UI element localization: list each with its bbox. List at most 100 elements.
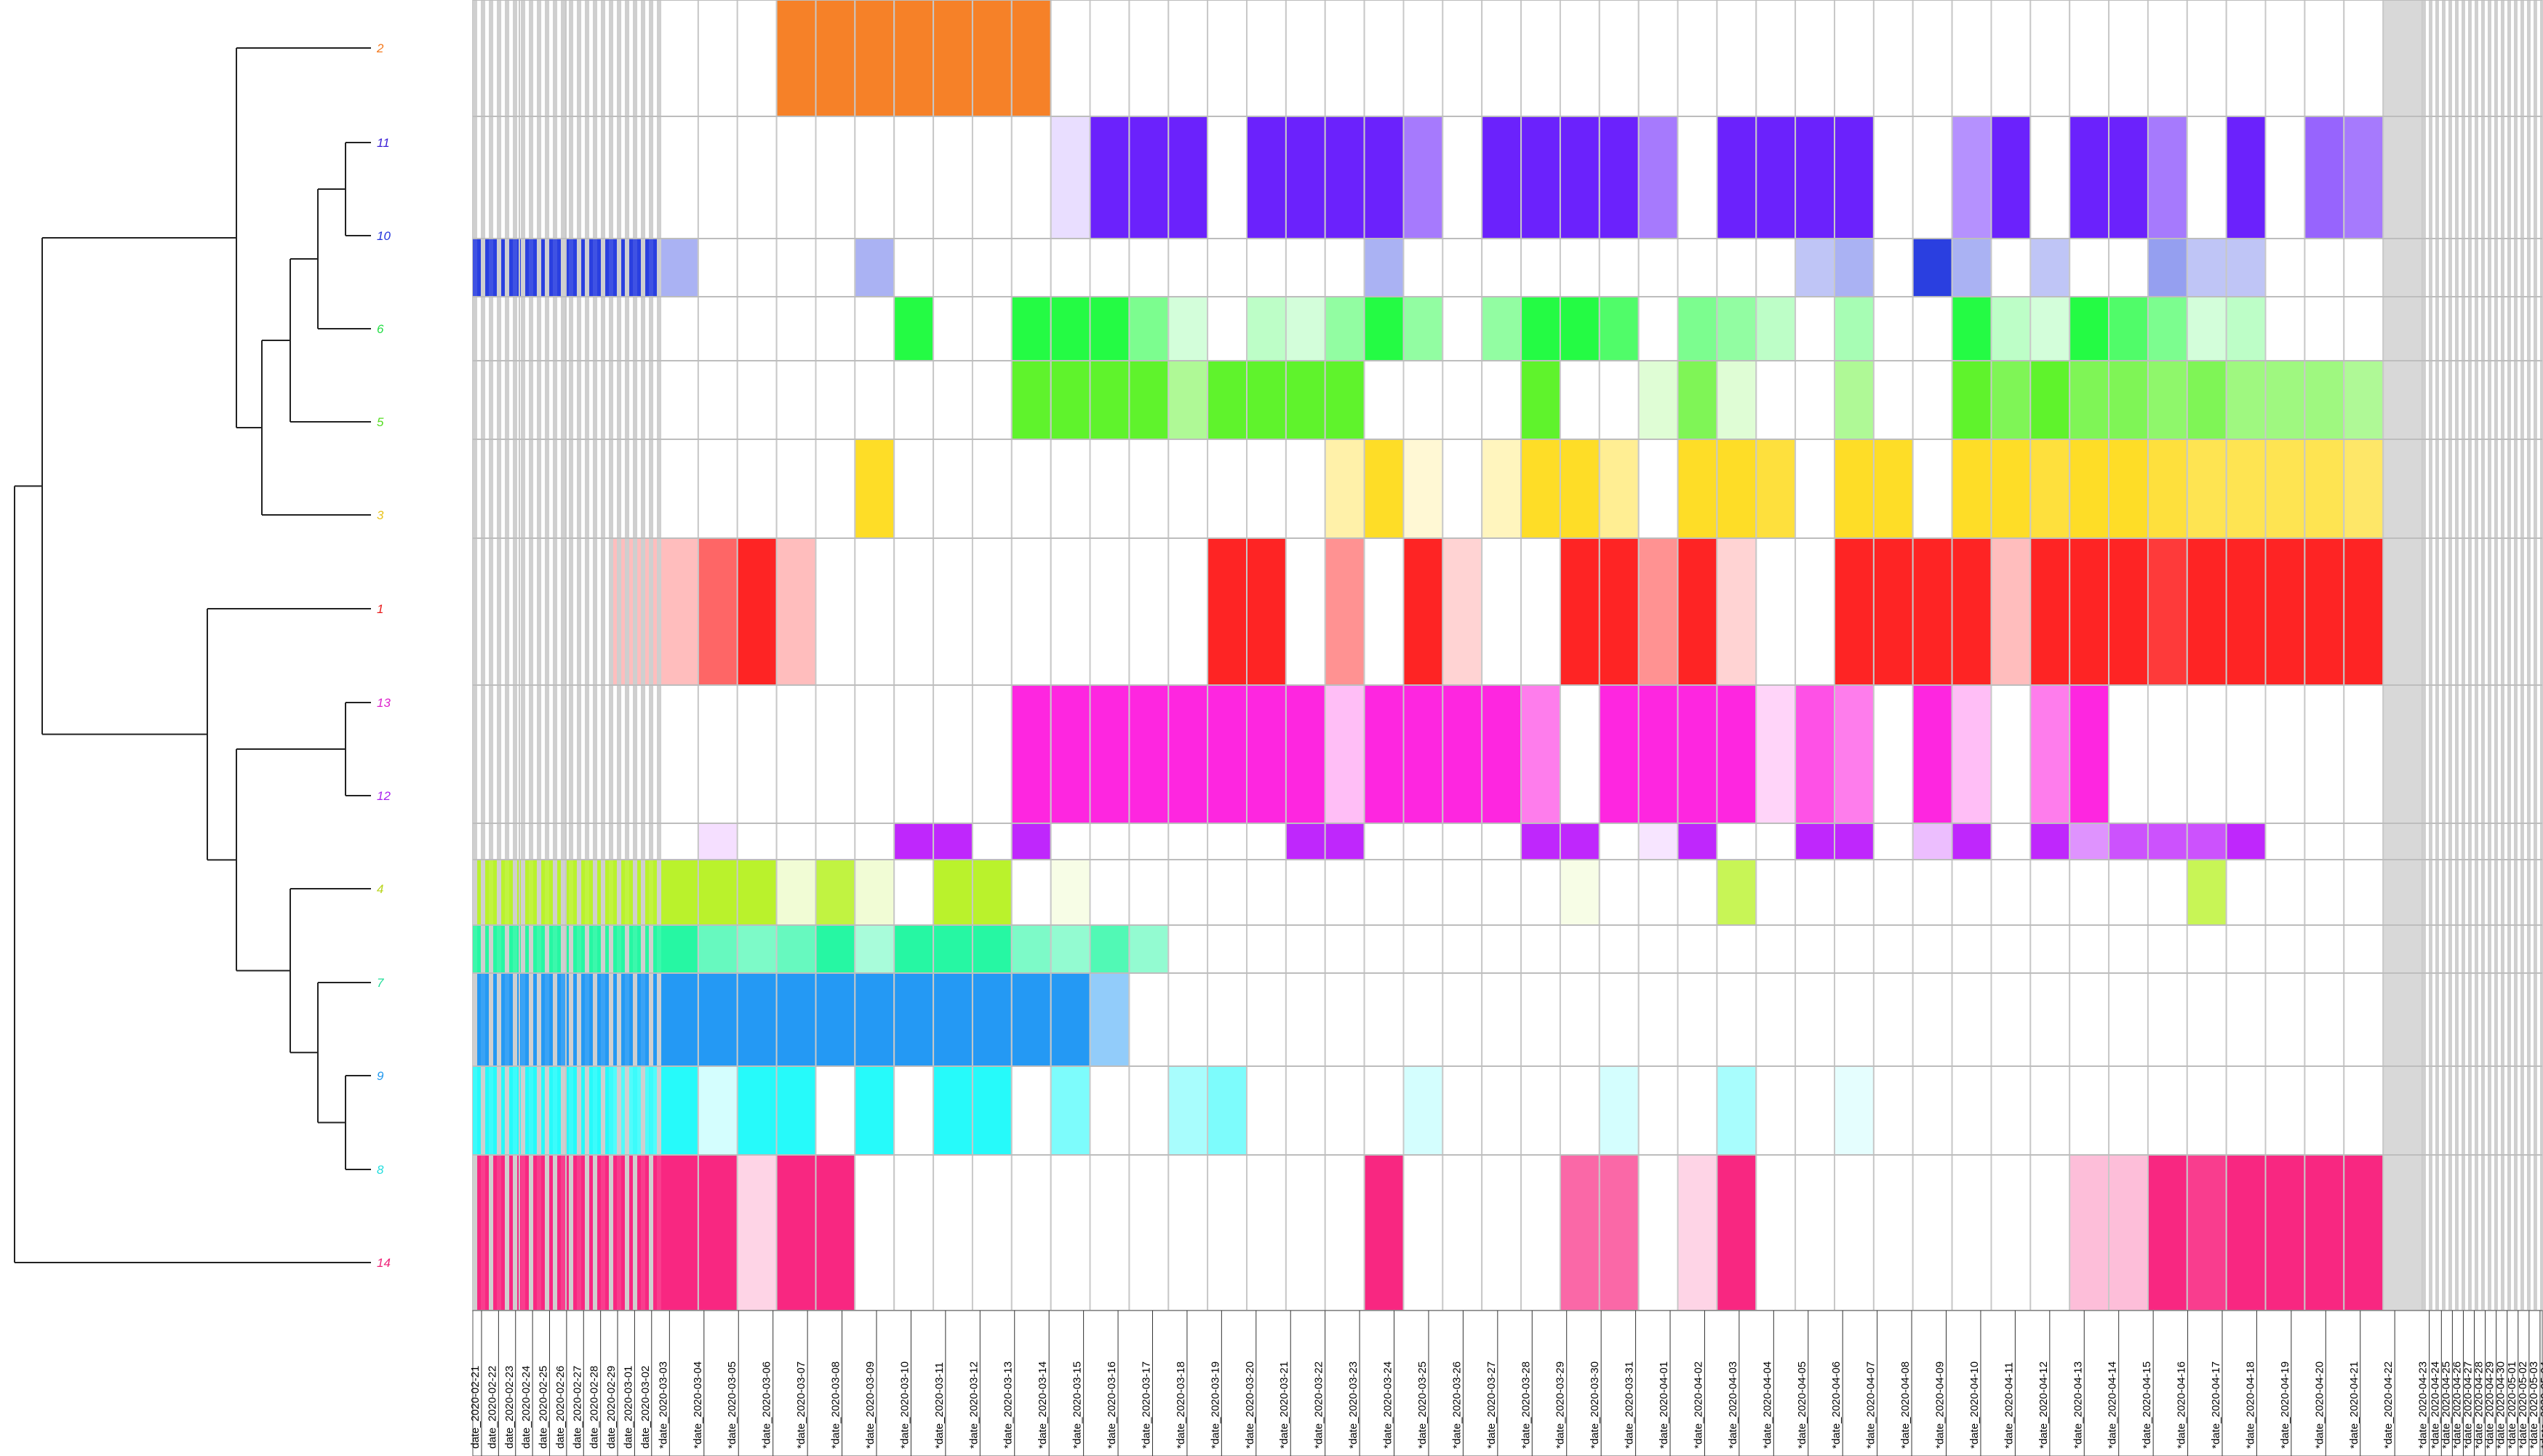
heatmap-cell [1167,296,1209,361]
heatmap-strip [553,361,558,439]
heatmap-cell [2343,1154,2384,1311]
heatmap-strip [657,116,662,239]
heatmap-cell [1598,1154,1640,1311]
heatmap-strip [545,361,550,439]
heatmap-cell [1990,0,2032,117]
heatmap-cell [472,1154,520,1311]
heatmap-strip [2527,297,2531,361]
heatmap-strip [2488,823,2491,860]
heatmap-strip [2481,925,2485,973]
heatmap-strip [601,1066,606,1155]
heatmap-cell [1872,0,1914,117]
heatmap-cell [1912,439,1953,539]
heatmap-cell [1990,823,2032,860]
heatmap-strip [2534,538,2537,685]
column-label: date_2020-02-25 [538,1366,550,1449]
heatmap-cell [1402,0,1444,117]
heatmap-strip [2442,1155,2446,1311]
heatmap-cell [2304,537,2345,686]
heatmap-strip [513,239,518,297]
heatmap-cell [1990,360,2032,440]
heatmap-strip [537,973,542,1066]
heatmap-strip [505,1066,510,1155]
heatmap-cell [1520,859,1562,926]
heatmap-strip [553,116,558,239]
heatmap-cell [2225,360,2267,440]
heatmap-cell [893,823,935,860]
column-label: date_2020-02-21 [469,1366,482,1449]
heatmap-strip [641,439,646,538]
heatmap-strip [585,925,590,973]
heatmap-cell [2029,537,2071,686]
heatmap-strip [521,685,526,823]
heatmap-strip [2540,439,2543,538]
heatmap-strip [585,823,590,860]
heatmap-cell [1677,924,1718,974]
heatmap-strip [2507,973,2511,1066]
heatmap-cell [1442,439,1483,539]
heatmap-strip [481,973,486,1066]
heatmap-cell [1363,972,1405,1067]
heatmap-cell [1951,296,1992,361]
column-label: *date_2020-04-18 [2244,1361,2256,1449]
heatmap-cell [2108,972,2149,1067]
heatmap-strip [2468,860,2472,925]
heatmap-strip [521,860,526,925]
heatmap-cell [1912,537,1953,686]
column-label: date_2020-02-24 [520,1366,532,1449]
heatmap-strip [537,116,542,239]
heatmap-cell [1990,684,2032,824]
heatmap-cell [971,924,1013,974]
heatmap-strip [489,361,494,439]
heatmap-strip [2501,685,2504,823]
heatmap-cell [933,296,973,361]
heatmap-strip [2488,1066,2491,1155]
heatmap-strip [625,925,630,973]
heatmap-cell [1598,823,1640,860]
heatmap-strip [2429,973,2432,1066]
heatmap-strip [481,0,486,116]
heatmap-cell [1912,360,1953,440]
heatmap-cell [658,296,699,361]
heatmap-cell [1872,439,1914,539]
heatmap-strip [657,361,662,439]
heatmap-strip [577,685,582,823]
heatmap-cell [1755,859,1797,926]
heatmap-cell [775,1065,817,1156]
heatmap-cell [1010,360,1052,440]
heatmap-cell [1481,859,1522,926]
heatmap-cell [2029,972,2071,1067]
heatmap-strip [641,1066,646,1155]
dendrogram-leaf-label: 3 [377,508,384,522]
heatmap-cell [1481,1154,1522,1311]
heatmap-cell [1520,924,1562,974]
heatmap-cell [2343,823,2384,860]
heatmap-cell [854,684,895,824]
heatmap-strip [2422,1155,2426,1311]
heatmap-strip [2468,239,2472,297]
heatmap-strip [577,538,582,685]
heatmap-cell [1520,0,1562,117]
heatmap-strip [625,1155,630,1311]
heatmap-strip [593,1066,598,1155]
heatmap-cell [2225,1065,2267,1156]
heatmap-cell [1246,0,1287,117]
heatmap-cell [2069,0,2110,117]
heatmap-cell [1755,972,1797,1067]
heatmap-strip [633,361,638,439]
heatmap-strip [2488,439,2491,538]
heatmap-strip [553,239,558,297]
heatmap-strip [625,860,630,925]
heatmap-cell [1207,1154,1247,1311]
heatmap-cell [1481,439,1522,539]
heatmap-strip [513,1066,518,1155]
heatmap-strip [2429,361,2432,439]
heatmap-strip [2475,439,2478,538]
heatmap-strip [2520,439,2524,538]
column-label: *date_2020-03-13 [1002,1361,1015,1449]
heatmap-cell [697,1065,738,1156]
heatmap-cell [775,238,817,297]
heatmap-strip [2514,439,2518,538]
column-label: *date_2020-04-25 [2440,1361,2452,1449]
heatmap-cell [1559,972,1600,1067]
